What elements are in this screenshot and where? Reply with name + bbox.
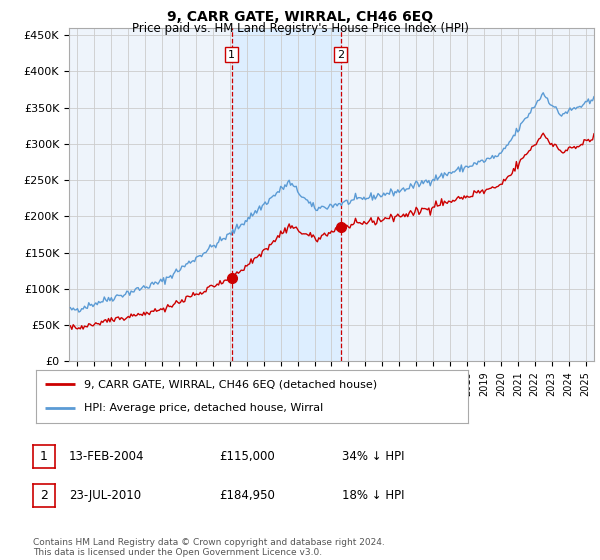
Text: 34% ↓ HPI: 34% ↓ HPI bbox=[342, 450, 404, 463]
Text: HPI: Average price, detached house, Wirral: HPI: Average price, detached house, Wirr… bbox=[83, 403, 323, 413]
Text: Price paid vs. HM Land Registry's House Price Index (HPI): Price paid vs. HM Land Registry's House … bbox=[131, 22, 469, 35]
Bar bbox=[232, 28, 341, 361]
Text: 18% ↓ HPI: 18% ↓ HPI bbox=[342, 489, 404, 502]
Text: 23-JUL-2010: 23-JUL-2010 bbox=[69, 489, 141, 502]
Text: 1: 1 bbox=[40, 450, 48, 463]
Text: 13-FEB-2004: 13-FEB-2004 bbox=[69, 450, 145, 463]
Text: 9, CARR GATE, WIRRAL, CH46 6EQ (detached house): 9, CARR GATE, WIRRAL, CH46 6EQ (detached… bbox=[83, 380, 377, 390]
Text: £184,950: £184,950 bbox=[219, 489, 275, 502]
Text: £115,000: £115,000 bbox=[219, 450, 275, 463]
Text: 2: 2 bbox=[337, 50, 344, 60]
Text: 2: 2 bbox=[40, 489, 48, 502]
Text: 9, CARR GATE, WIRRAL, CH46 6EQ: 9, CARR GATE, WIRRAL, CH46 6EQ bbox=[167, 10, 433, 24]
Text: Contains HM Land Registry data © Crown copyright and database right 2024.
This d: Contains HM Land Registry data © Crown c… bbox=[33, 538, 385, 557]
Text: 1: 1 bbox=[228, 50, 235, 60]
